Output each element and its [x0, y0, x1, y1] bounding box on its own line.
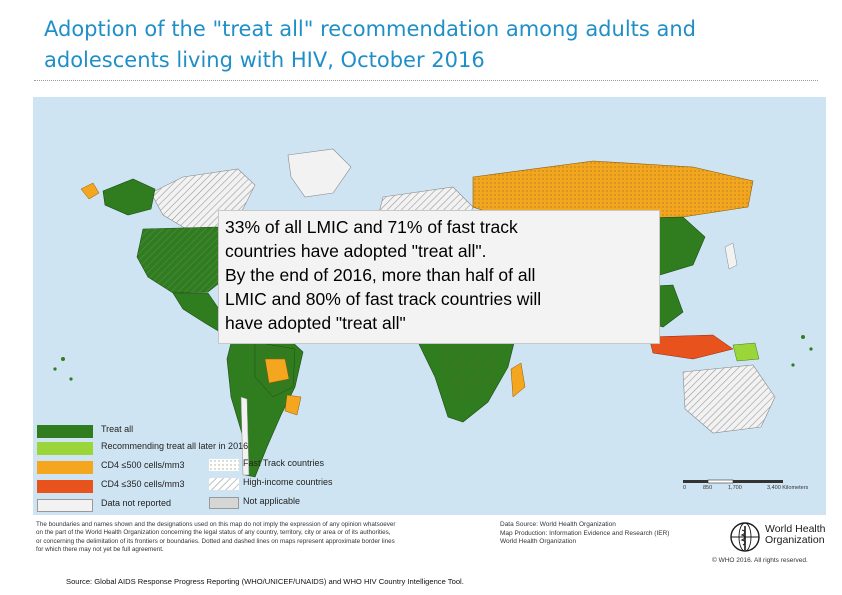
disclaimer-line: or concerning the delimitation of its fr…: [36, 537, 395, 545]
disclaimer-line: on the part of the World Health Organiza…: [36, 529, 391, 537]
region-australia-hatch: [683, 365, 775, 433]
copyright-notice: © WHO 2016. All rights reserved.: [712, 557, 808, 564]
hatch-pattern-swatch: [209, 478, 239, 490]
callout-line: By the end of 2016, more than half of al…: [225, 265, 536, 285]
region-chile: [240, 396, 250, 476]
key-finding-callout: 33% of all LMIC and 71% of fast track co…: [218, 210, 660, 344]
legend-swatch: [37, 499, 93, 512]
dots-pattern-swatch: [209, 459, 239, 471]
legend-swatch: [209, 497, 239, 509]
disclaimer-line: The boundaries and names shown and the d…: [36, 521, 396, 528]
legend-swatch: [37, 461, 93, 474]
legend-swatch: [37, 442, 93, 455]
production-line: World Health Organization: [500, 538, 577, 545]
map-title: Adoption of the "treat all" recommendati…: [44, 14, 814, 76]
legend-label: Data not reported: [101, 498, 172, 508]
region-japan: [724, 242, 738, 270]
legend-label: CD4 ≤350 cells/mm3: [101, 479, 185, 489]
region-africa-dots: [433, 327, 503, 407]
map-disclaimer: The boundaries and names shown and the d…: [36, 521, 456, 555]
who-name-line-1: World Health: [765, 523, 826, 535]
scale-bar-graphic: [683, 479, 783, 484]
map-title-line-1: Adoption of the "treat all" recommendati…: [44, 17, 697, 41]
disclaimer-line: for which there may not yet be full agre…: [36, 546, 164, 554]
callout-line: 33% of all LMIC and 71% of fast track: [225, 217, 518, 237]
legend-label: Recommending treat all later in 2016: [101, 441, 249, 451]
legend-item-high-income: High-income countries: [209, 477, 409, 492]
region-alaska-tip: [80, 182, 100, 200]
callout-line: LMIC and 80% of fast track countries wil…: [225, 289, 542, 309]
who-name-line-2: Organization: [765, 534, 825, 546]
region-paraguay: [284, 394, 302, 416]
legend-item-not-applicable: Not applicable: [209, 496, 409, 511]
legend-label: Fast Track countries: [243, 458, 325, 468]
region-alaska: [102, 178, 156, 216]
region-indonesia: [648, 334, 734, 360]
legend-label: High-income countries: [243, 477, 333, 487]
title-divider: [34, 80, 818, 81]
region-png: [732, 342, 760, 362]
scale-tick: 1,700: [728, 485, 742, 491]
data-source-note: Source: Global AIDS Response Progress Re…: [66, 577, 464, 586]
callout-line: countries have adopted "treat all".: [225, 241, 487, 261]
who-emblem-icon: [730, 522, 760, 552]
legend-swatch: [37, 425, 93, 438]
scale-tick: 0: [683, 485, 687, 491]
legend-label: Not applicable: [243, 496, 301, 506]
scale-tick: 850: [703, 485, 713, 491]
who-logo-text: World Health Organization: [765, 524, 826, 546]
region-madagascar: [510, 362, 526, 398]
region-usa-hatch: [137, 227, 238, 293]
callout-line: have adopted "treat all": [225, 313, 406, 333]
map-title-line-2: adolescents living with HIV, October 201…: [44, 48, 485, 72]
legend-label: Treat all: [101, 424, 134, 434]
scale-bar: 0 850 1,700 3,400 Kilometers: [683, 479, 813, 499]
region-russia-dots: [473, 161, 753, 219]
production-line: Map Production: Information Evidence and…: [500, 529, 670, 537]
legend-label: CD4 ≤500 cells/mm3: [101, 460, 185, 470]
legend-swatch: [37, 480, 93, 493]
scale-tick: 3,400 Kilometers: [767, 485, 809, 491]
legend-item-fast-track: Fast Track countries: [209, 458, 409, 473]
region-greenland: [287, 148, 352, 198]
region-bolivia: [264, 358, 290, 384]
map-production-credits: Data Source: World Health Organization M…: [500, 521, 669, 547]
production-line: Data Source: World Health Organization: [500, 521, 616, 528]
